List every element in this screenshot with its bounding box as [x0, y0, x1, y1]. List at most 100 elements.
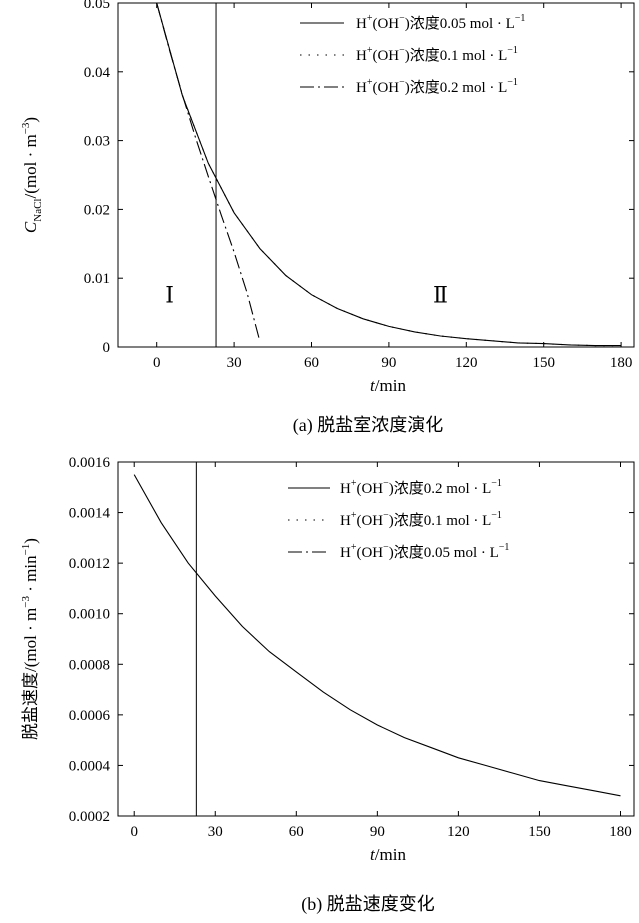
y-tick-label: 0.0016 — [69, 455, 111, 471]
x-axis-label: t/min — [370, 376, 406, 395]
legend: H+(OH−)浓度0.2 mol · L−1H+(OH−)浓度0.1 mol ·… — [288, 478, 509, 561]
legend-suffix: )浓度0.1 mol · L — [389, 512, 492, 529]
y-axis-sub: NaCl — [32, 199, 44, 222]
legend-sup: −1 — [515, 13, 526, 24]
y-tick-label: 0.04 — [84, 65, 111, 81]
legend-mid: (OH — [356, 481, 383, 497]
y-tick-label: 0.0010 — [69, 607, 110, 623]
x-tick-label: 180 — [610, 355, 633, 371]
y-axis-exp1: −3 — [20, 596, 32, 608]
y-axis-unit: /(mol · m — [21, 134, 40, 198]
y-tick-label: 0.01 — [84, 271, 110, 287]
legend-prefix: H — [340, 481, 351, 497]
y-axis-exp: −3 — [20, 122, 32, 134]
figure-caption: (a) 脱盐室浓度演化 — [293, 415, 443, 436]
legend-sup: −1 — [491, 478, 502, 489]
legend-suffix: )浓度0.05 mol · L — [405, 15, 515, 32]
legend-sup: + — [367, 77, 373, 88]
legend-suffix: )浓度0.2 mol · L — [389, 480, 492, 497]
legend-sup: − — [383, 478, 389, 489]
legend-sup: − — [383, 510, 389, 521]
legend-prefix: H — [356, 48, 367, 64]
legend-sup: −1 — [507, 77, 518, 88]
chart-panel-b: 0 30 60 90 120 150 180 0.0002 0.0004 0.0006 0.0008… — [20, 455, 635, 915]
plot-frame — [117, 2, 635, 348]
y-axis-var: C — [21, 221, 40, 233]
x-axis-unit: /min — [375, 376, 407, 395]
legend-sup: − — [399, 77, 405, 88]
x-tick-label: 180 — [609, 824, 632, 840]
legend-prefix: H — [340, 513, 351, 529]
region-label: Ⅰ — [165, 282, 174, 307]
legend-sup: − — [399, 13, 405, 24]
y-tick-label: 0.0002 — [69, 809, 110, 825]
y-tick-label: 0.0012 — [69, 556, 110, 572]
legend-suffix: )浓度0.1 mol · L — [405, 47, 508, 64]
legend-sup: −1 — [491, 510, 502, 521]
legend-suffix: )浓度0.05 mol · L — [389, 544, 499, 561]
y-axis-label: 脱盐速度/(mol · m−3 · min−1) — [20, 538, 40, 740]
y-axis-close: ) — [21, 538, 40, 544]
legend-sup: + — [351, 478, 357, 489]
legend-mid: (OH — [372, 16, 399, 32]
y-axis-text: 脱盐速度/(mol · m — [21, 608, 40, 740]
x-tick-label: 60 — [289, 824, 304, 840]
series-line-solid — [133, 474, 621, 797]
legend-mid: (OH — [356, 513, 383, 529]
legend-mid: (OH — [356, 545, 383, 561]
legend-sup: + — [367, 45, 373, 56]
x-tick-label: 0 — [130, 824, 138, 840]
y-axis-mid: · min — [21, 555, 40, 596]
legend-suffix: )浓度0.2 mol · L — [405, 79, 508, 96]
y-tick-label: 0.0004 — [69, 758, 111, 774]
legend-prefix: H — [340, 545, 351, 561]
x-tick-label: 0 — [153, 355, 161, 371]
legend-prefix: H — [356, 16, 367, 32]
y-tick-label: 0.02 — [84, 202, 110, 218]
region-label: Ⅱ — [433, 282, 448, 307]
x-tick-label: 90 — [370, 824, 385, 840]
legend-sup: −1 — [499, 542, 510, 553]
chart-panel-a: 0 30 60 90 120 150 180 0 0.01 0.02 0.03 0.04 0.05 t/m… — [20, 0, 635, 436]
legend-sup: − — [383, 542, 389, 553]
y-axis-close: ) — [21, 117, 40, 123]
x-tick-label: 150 — [528, 824, 551, 840]
x-tick-label: 30 — [208, 824, 223, 840]
legend-label: H+(OH−)浓度0.05 mol · L−1 — [340, 542, 509, 561]
plot-frame — [117, 461, 635, 817]
x-tick-label: 30 — [227, 355, 242, 371]
legend-mid: (OH — [372, 80, 399, 96]
y-tick-label: 0.0014 — [69, 506, 111, 522]
x-axis-var: t — [370, 845, 376, 864]
legend-mid: (OH — [372, 48, 399, 64]
x-tick-label: 150 — [532, 355, 555, 371]
legend-label: H+(OH−)浓度0.1 mol · L−1 — [356, 45, 518, 64]
y-tick-label: 0.0006 — [69, 708, 111, 724]
y-axis-exp2: −1 — [20, 544, 32, 556]
legend-prefix: H — [356, 80, 367, 96]
legend-sup: + — [367, 13, 373, 24]
y-tick-label: 0.0008 — [69, 657, 110, 673]
x-axis-label: t/min — [370, 845, 406, 864]
x-tick-label: 90 — [381, 355, 396, 371]
y-tick-label: 0.03 — [84, 134, 110, 150]
y-tick-label: 0.05 — [84, 0, 110, 12]
series-line-solid — [156, 2, 622, 347]
legend-sup: + — [351, 510, 357, 521]
x-axis-unit: /min — [375, 845, 407, 864]
legend-label: H+(OH−)浓度0.05 mol · L−1 — [356, 13, 525, 32]
x-axis-var: t — [370, 376, 376, 395]
x-tick-label: 120 — [447, 824, 470, 840]
legend-sup: − — [399, 45, 405, 56]
legend-label: H+(OH−)浓度0.1 mol · L−1 — [340, 510, 502, 529]
figure-caption: (b) 脱盐速度变化 — [301, 894, 435, 915]
x-tick-label: 60 — [304, 355, 319, 371]
legend-label: H+(OH−)浓度0.2 mol · L−1 — [356, 77, 518, 96]
legend-label: H+(OH−)浓度0.2 mol · L−1 — [340, 478, 502, 497]
y-axis-label: CNaCl/(mol · m−3) — [20, 117, 44, 233]
legend-sup: −1 — [507, 45, 518, 56]
legend-sup: + — [351, 542, 357, 553]
legend: H+(OH−)浓度0.05 mol · L−1H+(OH−)浓度0.1 mol … — [300, 13, 525, 96]
